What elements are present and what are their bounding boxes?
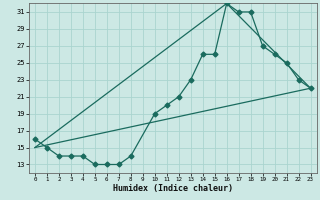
X-axis label: Humidex (Indice chaleur): Humidex (Indice chaleur) bbox=[113, 184, 233, 193]
